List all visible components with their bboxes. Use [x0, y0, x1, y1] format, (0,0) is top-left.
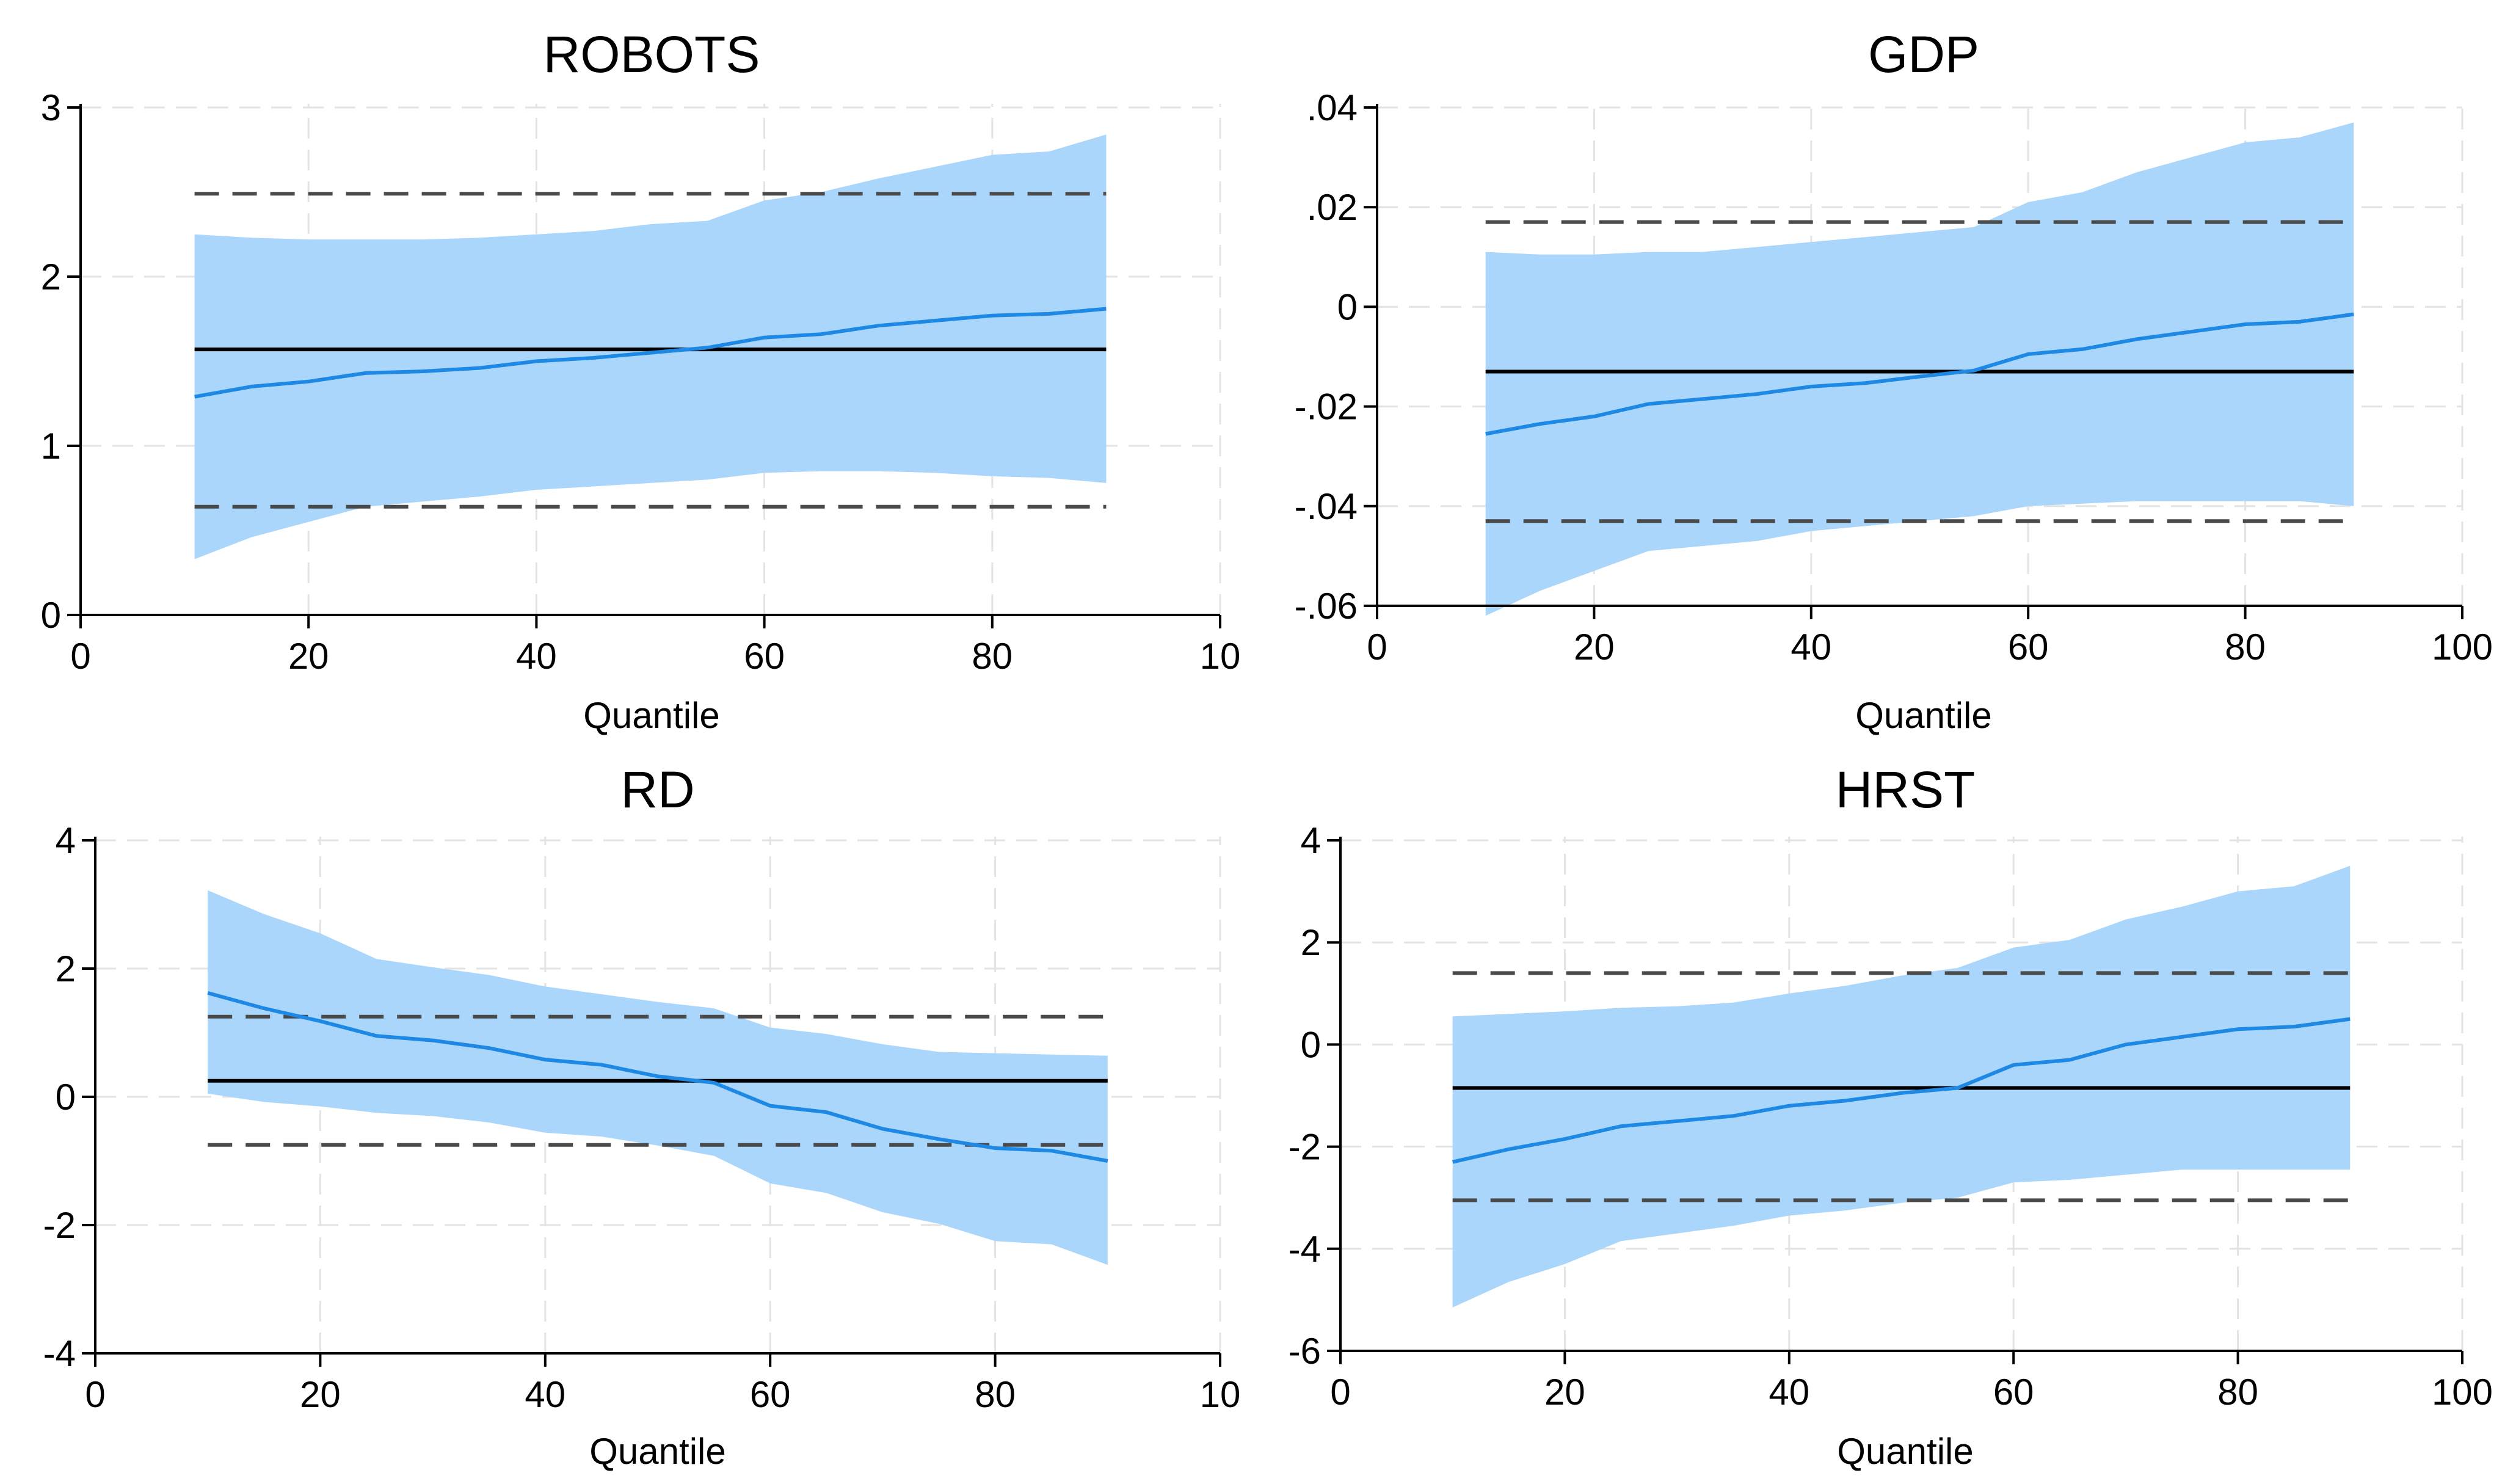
y-tick-label: 1 [41, 426, 61, 467]
x-tick-label: 40 [1769, 1372, 1809, 1413]
x-tick-label: 20 [288, 636, 329, 677]
x-tick-label: 60 [750, 1374, 791, 1415]
x-axis-label: Quantile [1837, 1431, 1973, 1472]
panel-title: HRST [1836, 761, 1976, 818]
plot-area: 0 20 40 60 80 100 -.06 -.04 -.02 0 .02 .04 [1295, 87, 2493, 667]
x-tick-label: 60 [1993, 1372, 2034, 1413]
quantile-estimate-line [1452, 1017, 2351, 1164]
y-tick-label: 2 [41, 256, 61, 297]
y-tick-label: .04 [1307, 87, 1358, 128]
panel-hrst: 0 20 40 60 80 100 -6 -4 -2 0 2 4 HRST Quantile [1289, 761, 2493, 1472]
x-tick-label: 10 [1200, 636, 1241, 677]
x-tick-label: 60 [2008, 627, 2049, 667]
y-tick-label: 4 [1301, 820, 1321, 861]
x-axis-label: Quantile [583, 695, 719, 736]
x-axis-label: Quantile [589, 1431, 725, 1472]
x-tick-label: 100 [2432, 627, 2493, 667]
x-tick-label: 80 [972, 636, 1013, 677]
x-tick-label: 0 [70, 636, 90, 677]
panel-title: GDP [1868, 26, 1979, 83]
plot-area: 0 20 40 60 80 10 -4 -2 0 2 4 [43, 820, 1241, 1415]
y-tick-label: -2 [1289, 1127, 1321, 1168]
y-tick-label: -.02 [1295, 387, 1358, 427]
y-tick-label: -6 [1289, 1331, 1321, 1372]
y-tick-label: -2 [43, 1205, 76, 1246]
x-tick-label: 40 [525, 1374, 565, 1415]
x-tick-label: 80 [975, 1374, 1016, 1415]
x-tick-label: 20 [1574, 627, 1615, 667]
x-tick-label: 40 [1791, 627, 1831, 667]
y-tick-label: -4 [1289, 1229, 1321, 1270]
y-tick-label: -4 [43, 1333, 76, 1374]
x-tick-label: 80 [2225, 627, 2266, 667]
quantile-estimate-line [194, 307, 1107, 399]
y-tick-label: 2 [1301, 922, 1321, 963]
confidence-band [1485, 122, 2354, 616]
y-tick-label: 0 [41, 595, 61, 636]
x-tick-label: 10 [1200, 1374, 1241, 1415]
panel-gdp: 0 20 40 60 80 100 -.06 -.04 -.02 0 .02 .04 GDP Quan… [1295, 26, 2493, 736]
plot-area: 0 20 40 60 80 100 -6 -4 -2 0 2 4 [1289, 820, 2493, 1413]
x-tick-label: 20 [1544, 1372, 1585, 1413]
x-tick-label: 80 [2217, 1372, 2258, 1413]
quantile-estimate-line [1485, 312, 2354, 436]
panel-rd: 0 20 40 60 80 10 -4 -2 0 2 4 RD Quantile [43, 761, 1241, 1472]
x-tick-label: 60 [744, 636, 785, 677]
y-tick-label: 4 [56, 820, 76, 861]
x-tick-label: 100 [2432, 1372, 2493, 1413]
y-tick-label: 3 [41, 87, 61, 128]
y-tick-label: -.06 [1295, 586, 1358, 627]
quantile-estimate-line [207, 991, 1108, 1163]
panel-title: RD [620, 761, 694, 818]
x-tick-label: 0 [1330, 1372, 1350, 1413]
y-tick-label: 0 [56, 1077, 76, 1118]
confidence-band [194, 134, 1107, 559]
x-axis-label: Quantile [1855, 695, 1991, 736]
panel-title: ROBOTS [544, 26, 760, 83]
x-tick-label: 20 [300, 1374, 341, 1415]
y-tick-label: 0 [1337, 286, 1358, 327]
y-tick-label: 2 [56, 948, 76, 989]
x-tick-label: 0 [1367, 627, 1387, 667]
y-tick-label: 0 [1301, 1024, 1321, 1065]
y-tick-label: .02 [1307, 187, 1358, 228]
x-tick-label: 40 [516, 636, 557, 677]
x-tick-label: 0 [85, 1374, 105, 1415]
y-tick-label: -.04 [1295, 486, 1358, 527]
